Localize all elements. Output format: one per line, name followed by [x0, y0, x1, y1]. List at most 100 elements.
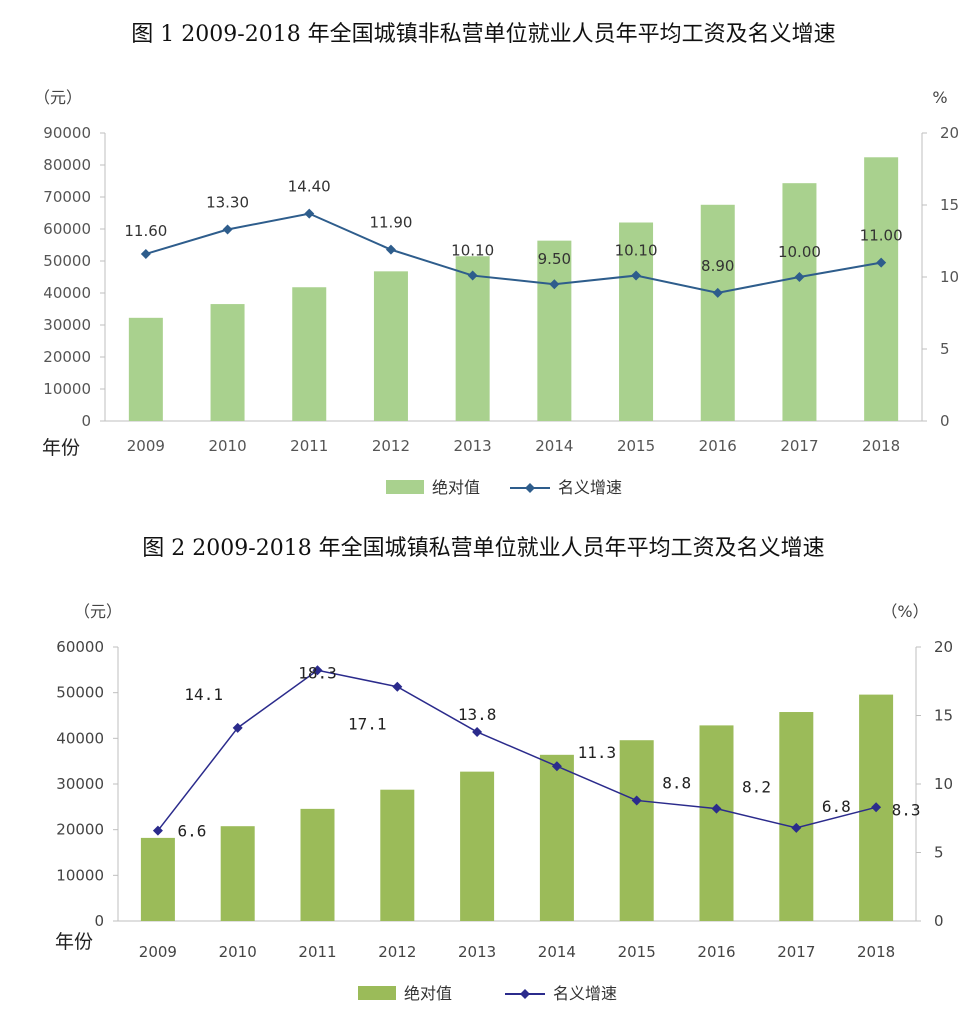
growth-point-2011: [312, 665, 323, 676]
growth-point-2015: [631, 795, 642, 806]
growth-data-label: 18.3: [298, 663, 337, 682]
growth-data-label: 8.8: [662, 773, 691, 792]
x-axis-title: 年份: [55, 931, 93, 953]
growth-data-label: 10.10: [615, 242, 658, 260]
growth-point-2016: [711, 803, 722, 814]
left-tick-label: 40000: [56, 729, 104, 747]
left-tick-label: 0: [81, 412, 91, 430]
legend-bar-label: 绝对值: [432, 478, 480, 497]
bar-2011: [300, 808, 335, 921]
growth-rate-line: [157, 669, 877, 832]
growth-data-label: 11.00: [860, 227, 903, 245]
legend-bar-label: 绝对值: [404, 984, 452, 1003]
growth-data-label: 11.60: [124, 222, 167, 240]
growth-point-2009: [152, 825, 163, 836]
bar-2015: [619, 222, 654, 421]
left-tick-label: 20000: [43, 348, 91, 366]
growth-data-label: 10.00: [778, 243, 821, 261]
bar-2014: [537, 240, 572, 421]
chart2-title: 图 2 2009-2018 年全国城镇私营单位就业人员年平均工资及名义增速: [142, 536, 825, 561]
bar-2016: [700, 204, 735, 421]
growth-data-label: 6.8: [822, 797, 851, 816]
left-tick-label: 50000: [43, 252, 91, 270]
right-tick-label: 10: [940, 268, 959, 286]
right-tick-label: 10: [934, 775, 953, 793]
growth-data-label: 14.1: [184, 685, 223, 704]
right-tick-label: 5: [940, 340, 950, 358]
growth-point-2013: [472, 726, 483, 737]
legend-line-marker: [520, 989, 530, 999]
chart1: 0 10000 20000 30000 40000 50000 60000 70000 8000…: [34, 88, 959, 497]
category-label: 2011: [290, 437, 328, 455]
bar-2013: [455, 256, 490, 421]
left-tick-label: 30000: [56, 775, 104, 793]
left-unit-label: （元）: [74, 602, 122, 621]
left-tick-label: 70000: [43, 188, 91, 206]
category-label: 2018: [857, 943, 895, 961]
legend-bar-swatch: [358, 986, 396, 1000]
category-label: 2012: [372, 437, 410, 455]
growth-data-label: 11.90: [369, 214, 412, 232]
growth-point-2018: [876, 257, 887, 268]
chart1-title: 图 1 2009-2018 年全国城镇非私营单位就业人员年平均工资及名义增速: [131, 22, 836, 47]
right-tick-label: 0: [940, 412, 950, 430]
bar-2014: [539, 754, 574, 921]
legend-line-label: 名义增速: [558, 478, 622, 497]
right-tick-label: 15: [934, 707, 953, 725]
left-tick-label: 30000: [43, 316, 91, 334]
bar-2018: [864, 157, 899, 422]
bar-2009: [140, 837, 175, 921]
right-tick-label: 20: [940, 124, 959, 142]
left-tick-label: 80000: [43, 156, 91, 174]
growth-data-label: 6.6: [177, 822, 206, 841]
left-tick-label: 90000: [43, 124, 91, 142]
right-tick-label: 5: [934, 844, 944, 862]
growth-data-label: 11.3: [578, 743, 617, 762]
category-label: 2010: [219, 943, 257, 961]
x-axis-title: 年份: [42, 437, 80, 459]
bar-2009: [128, 317, 163, 421]
right-unit-label: （%）: [881, 602, 928, 621]
category-label: 2010: [208, 437, 246, 455]
growth-rate-line: [145, 212, 882, 294]
growth-data-label: 14.40: [288, 178, 331, 196]
bar-2013: [460, 771, 495, 921]
left-unit-label: （元）: [34, 88, 82, 107]
category-label: 2015: [617, 437, 655, 455]
bar-2012: [373, 271, 408, 421]
bar-2011: [292, 287, 327, 421]
category-label: 2014: [538, 943, 576, 961]
category-label: 2009: [139, 943, 177, 961]
right-tick-label: 15: [940, 196, 959, 214]
growth-point-2017: [791, 822, 802, 833]
right-tick-label: 0: [934, 912, 944, 930]
growth-point-2016: [712, 287, 723, 298]
growth-point-2014: [549, 279, 560, 290]
growth-data-label: 10.10: [451, 242, 494, 260]
growth-point-2010: [222, 224, 233, 235]
left-tick-label: 60000: [56, 638, 104, 656]
category-label: 2013: [454, 437, 492, 455]
category-label: 2012: [378, 943, 416, 961]
growth-data-label: 9.50: [538, 250, 571, 268]
bar-2016: [699, 725, 734, 921]
category-label: 2013: [458, 943, 496, 961]
left-tick-label: 60000: [43, 220, 91, 238]
growth-point-2012: [385, 244, 396, 255]
growth-point-2012: [392, 681, 403, 692]
category-label: 2017: [780, 437, 818, 455]
left-tick-label: 50000: [56, 684, 104, 702]
bar-2010: [220, 826, 255, 921]
growth-data-label: 8.2: [742, 778, 771, 797]
bar-2012: [380, 789, 415, 921]
growth-point-2018: [871, 802, 882, 813]
category-label: 2015: [618, 943, 656, 961]
right-unit-label: %: [932, 88, 947, 107]
bar-2015: [619, 740, 654, 921]
growth-data-label: 13.30: [206, 193, 249, 211]
growth-point-2009: [140, 248, 151, 259]
legend-line-label: 名义增速: [553, 984, 617, 1003]
legend-bar-swatch: [386, 480, 424, 494]
category-label: 2017: [777, 943, 815, 961]
chart2: 0 10000 20000 30000 40000 50000 60000 0 5 10 15 20 （…: [55, 602, 953, 1003]
